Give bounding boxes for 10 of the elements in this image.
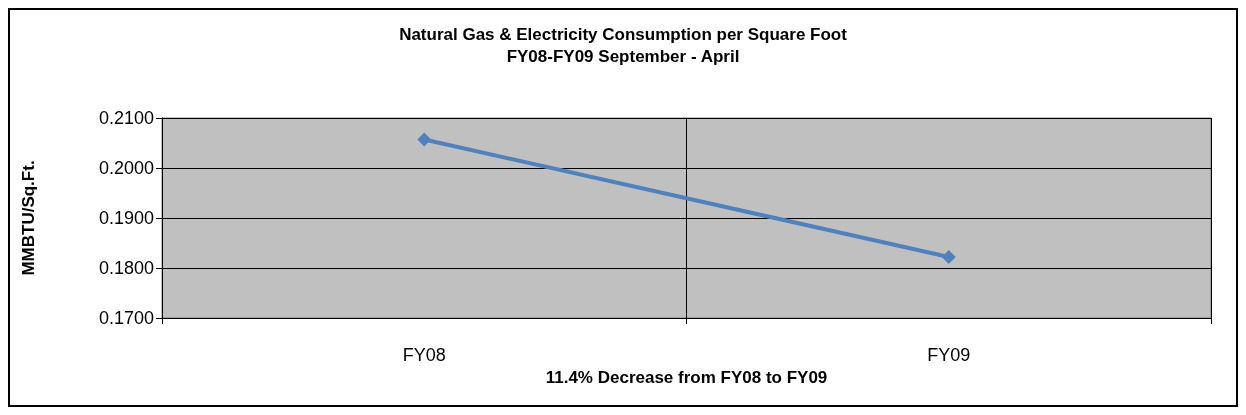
y-tick-label: 0.1900 — [98, 208, 154, 228]
y-tick-label: 0.1700 — [98, 308, 154, 328]
y-tick-label: 0.1800 — [98, 258, 154, 278]
x-tick-label: FY08 — [402, 345, 446, 365]
x-tick-label: FY09 — [927, 345, 971, 365]
y-tick-label: 0.2000 — [98, 158, 154, 178]
y-tick-label: 0.2100 — [98, 108, 154, 128]
y-axis-title: MMBTU/Sq.Ft. — [19, 160, 38, 276]
chart-title: Natural Gas & Electricity Consumption per Square Foot FY08-FY09 September - April — [399, 24, 848, 66]
x-axis-title: 11.4% Decrease from FY08 to FY09 — [545, 367, 828, 387]
